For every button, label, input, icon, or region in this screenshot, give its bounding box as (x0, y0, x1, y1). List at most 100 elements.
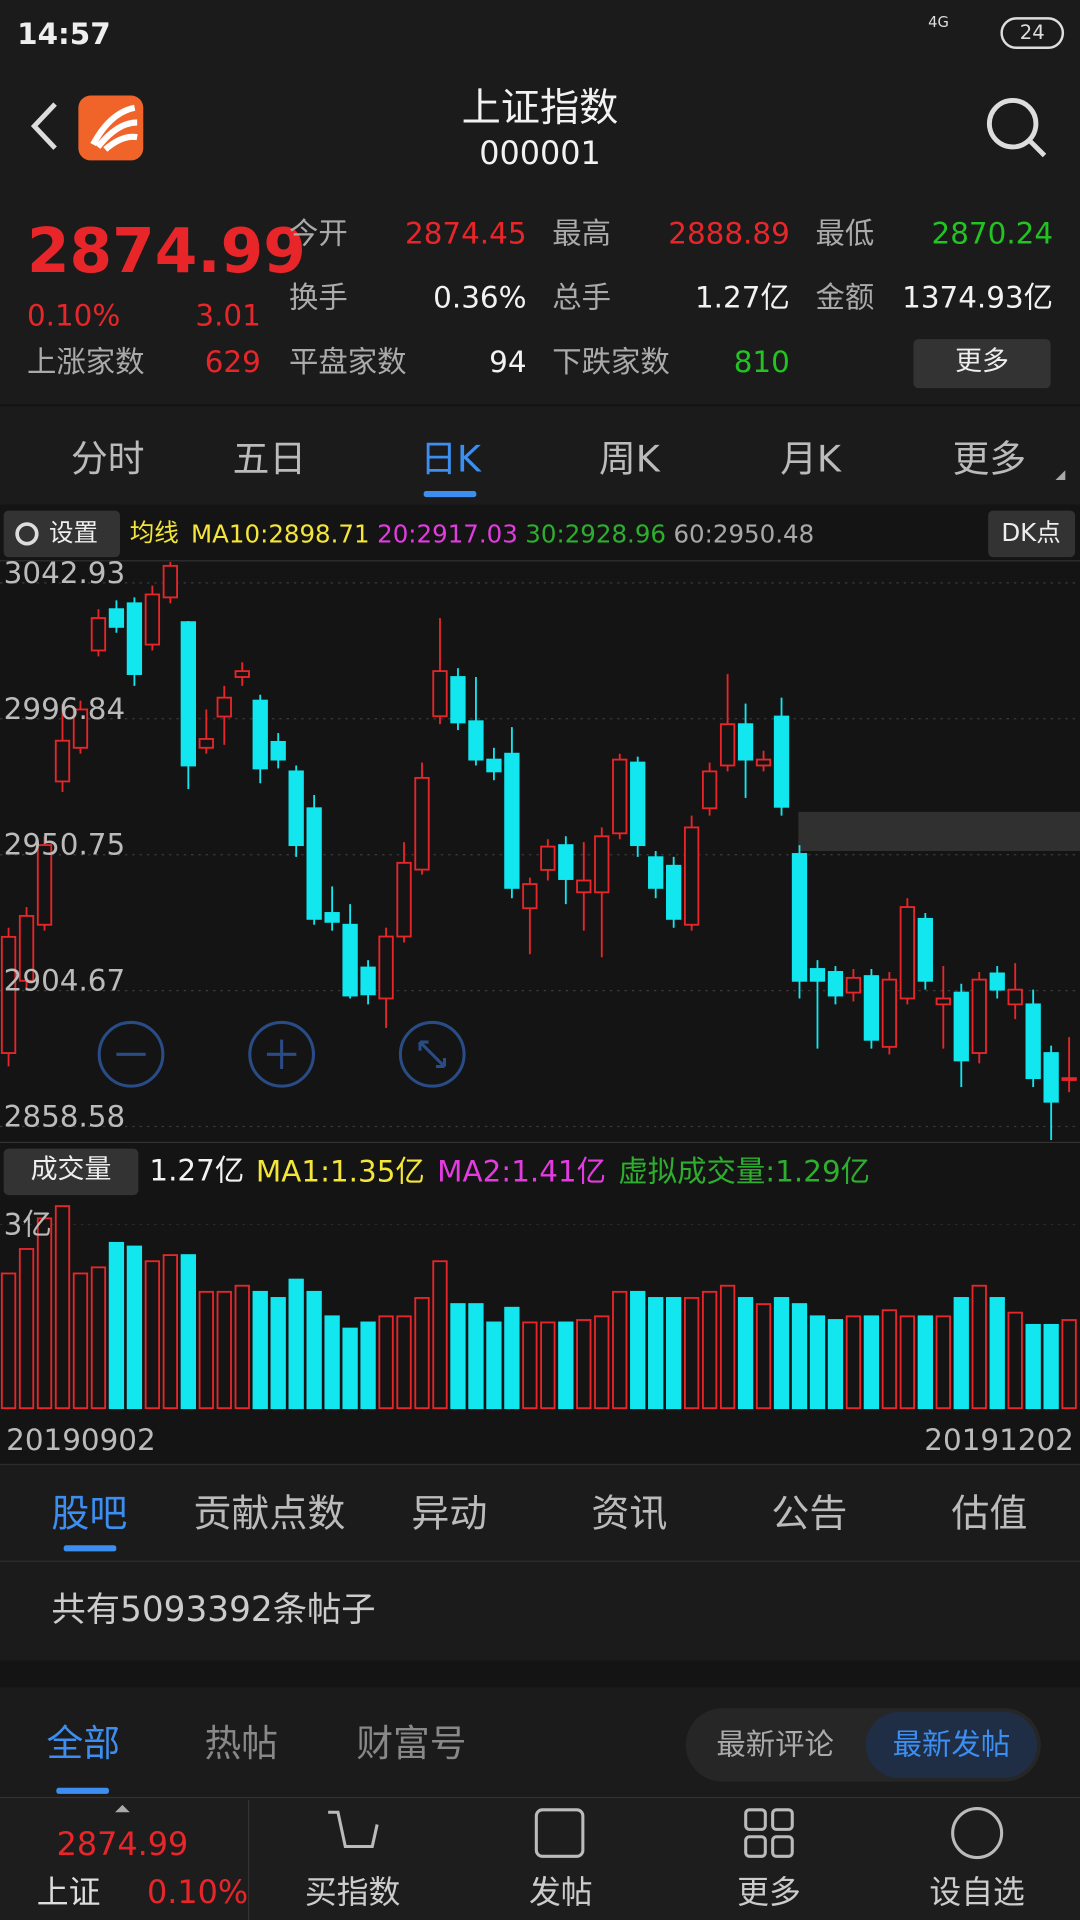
volume-bar (324, 1315, 340, 1410)
stat-label: 换手 (288, 280, 348, 315)
volume-bar (54, 1205, 71, 1410)
stat-label: 总手 (552, 280, 612, 315)
ma-legend: MA1:1.35亿 (255, 1154, 425, 1189)
candle-body (288, 770, 304, 847)
change-pct: 0.10% (26, 298, 121, 334)
tab[interactable]: 贡献点数 (193, 1492, 346, 1537)
tab[interactable]: 月K (780, 438, 842, 482)
candle-body (90, 617, 107, 652)
volume-bar (36, 1217, 53, 1410)
dk-button[interactable] (988, 510, 1076, 558)
caret (115, 1804, 130, 1813)
index-pct[interactable]: 0.10% (146, 1874, 249, 1912)
stat-label: 最低 (815, 216, 875, 252)
volume-bar (989, 1297, 1005, 1410)
nav-action[interactable]: 更多 (737, 1874, 801, 1912)
tab[interactable]: 资讯 (591, 1492, 668, 1537)
y-tick-label: 3亿 (3, 1207, 52, 1242)
volume-bar (773, 1297, 790, 1410)
y-tick-label: 2858.58 (3, 1099, 126, 1134)
volume-bar (0, 1272, 17, 1410)
sort-option[interactable]: 最新评论 (716, 1727, 834, 1763)
candle-body (252, 699, 268, 770)
tab[interactable]: 五日 (232, 438, 307, 482)
candle-body (737, 723, 754, 761)
volume-bar (468, 1303, 484, 1410)
index-price[interactable]: 2874.99 (56, 1826, 189, 1864)
stat-value: 0.36% (433, 280, 527, 315)
zoom-out-button[interactable] (97, 1020, 165, 1088)
dk-label[interactable]: DK点 (1001, 517, 1061, 548)
candle-body (701, 770, 718, 810)
volume-bar (216, 1290, 232, 1410)
candle-body (450, 676, 466, 724)
y-tick-label: 3042.93 (3, 555, 126, 591)
more-label[interactable]: 更多 (955, 346, 1009, 378)
stat-value: 1374.93亿 (902, 280, 1054, 315)
nav-action[interactable]: 发帖 (528, 1874, 593, 1912)
volume-bar (594, 1315, 610, 1410)
volume-bar (432, 1260, 448, 1410)
volume-bar (863, 1315, 880, 1410)
tab[interactable]: 财富号 (356, 1722, 467, 1766)
index-name[interactable]: 上证 (36, 1874, 101, 1912)
back-button[interactable] (30, 102, 57, 150)
settings-label[interactable]: 设置 (48, 517, 98, 548)
tab[interactable]: 股吧 (51, 1492, 128, 1537)
volume-button[interactable] (3, 1148, 139, 1196)
tab[interactable]: 周K (598, 438, 660, 482)
tab[interactable]: 分时 (71, 438, 145, 482)
candle-body (522, 883, 538, 910)
volume-bar (522, 1321, 538, 1410)
zoom-in-button[interactable] (248, 1020, 316, 1088)
nav-action[interactable]: 设自选 (929, 1874, 1025, 1912)
candle-body (180, 621, 196, 767)
plot (0, 561, 1080, 1410)
volume-bar (540, 1321, 556, 1410)
network: 4G (928, 13, 949, 31)
tab-indicator (423, 491, 477, 498)
volume-bar (666, 1297, 682, 1410)
candle-body (306, 807, 322, 920)
post-count: 共有5093392条帖子 (51, 1589, 376, 1630)
volume-bar (360, 1321, 376, 1410)
fullscreen-button[interactable] (398, 1020, 466, 1088)
tab[interactable]: 热帖 (204, 1722, 278, 1766)
tab[interactable]: 日K (420, 438, 482, 482)
breadth-value: 94 (489, 345, 527, 380)
ma-label: 均线 (129, 517, 179, 548)
tab[interactable]: 异动 (411, 1492, 488, 1537)
tab[interactable]: 更多 (952, 438, 1027, 482)
candle-body (126, 602, 143, 675)
volume-title[interactable]: 成交量 (30, 1154, 112, 1186)
sort-option[interactable]: 最新发帖 (892, 1727, 1011, 1763)
tab-indicator (56, 1787, 109, 1794)
nav-action[interactable]: 买指数 (304, 1874, 401, 1912)
more-button[interactable] (913, 339, 1051, 389)
stat-value: 1.27亿 (694, 280, 790, 315)
search-button[interactable] (986, 97, 1039, 150)
volume-bar (791, 1303, 808, 1410)
candle-body (755, 758, 772, 767)
volume-bar (576, 1319, 592, 1410)
gear-icon (15, 522, 39, 546)
candle-body (0, 935, 17, 1054)
volume-bar (306, 1290, 322, 1410)
candle-body (594, 835, 610, 894)
tab[interactable]: 全部 (46, 1722, 121, 1766)
tab[interactable]: 公告 (771, 1492, 848, 1537)
stat-value: 2888.89 (668, 216, 790, 252)
volume-bar (1043, 1323, 1059, 1410)
volume-bar (935, 1315, 951, 1410)
tab[interactable]: 估值 (951, 1492, 1028, 1537)
candle-body (378, 935, 394, 1000)
settings-button[interactable] (3, 510, 120, 558)
volume-bar (845, 1315, 862, 1410)
volume-bar (683, 1297, 700, 1410)
candle-body (18, 914, 35, 982)
more-icon (744, 1808, 767, 1831)
volume-bar (126, 1245, 143, 1410)
more-caret (1055, 470, 1066, 480)
candle-body (827, 971, 844, 997)
